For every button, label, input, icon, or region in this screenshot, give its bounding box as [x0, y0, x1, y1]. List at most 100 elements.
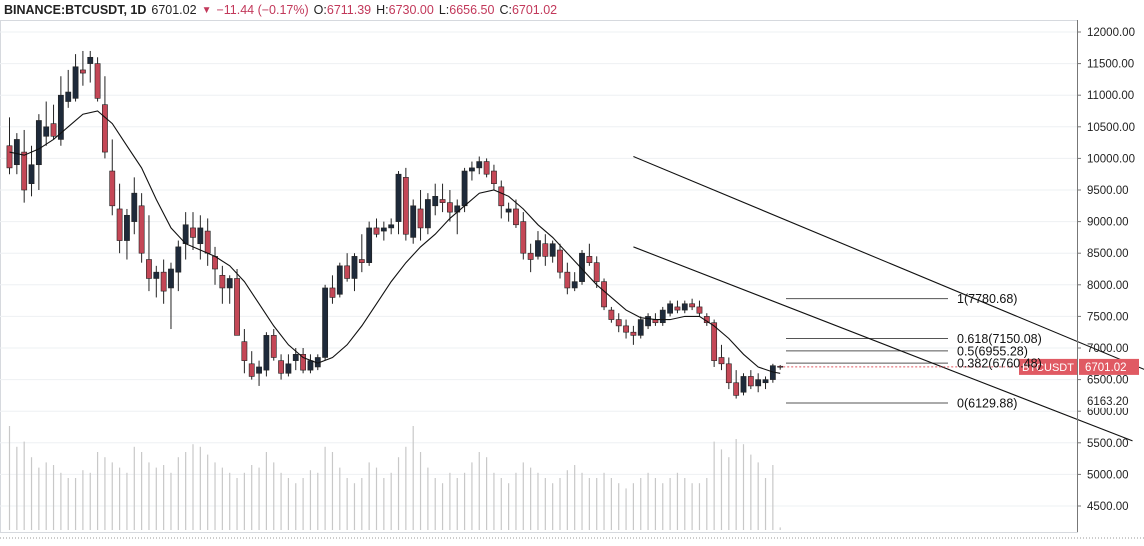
candle-down[interactable] — [601, 278, 607, 311]
candle-down[interactable] — [138, 193, 145, 263]
candle-up[interactable] — [579, 250, 585, 285]
candle-down[interactable] — [344, 253, 351, 282]
candle-up[interactable] — [43, 101, 50, 146]
candle-up[interactable] — [424, 193, 431, 235]
candle-up[interactable] — [755, 373, 762, 393]
candle-up[interactable] — [57, 76, 64, 146]
candle-down[interactable] — [358, 234, 365, 273]
candle-down[interactable] — [542, 234, 549, 266]
candle-down[interactable] — [373, 218, 380, 238]
candle-down[interactable] — [402, 167, 409, 241]
fibonacci-retracement[interactable] — [786, 298, 948, 404]
candle-down[interactable] — [615, 313, 622, 333]
candle-up[interactable] — [87, 50, 94, 83]
candle-up[interactable] — [307, 354, 314, 374]
candle-down[interactable] — [94, 57, 101, 102]
candle-down[interactable] — [116, 183, 123, 254]
candle-down[interactable] — [733, 370, 740, 399]
candle-up[interactable] — [28, 145, 35, 197]
candle-up[interactable] — [65, 69, 72, 108]
candle-down[interactable] — [696, 300, 703, 317]
candle-up[interactable] — [182, 212, 189, 260]
candle-down[interactable] — [623, 319, 629, 339]
candle-down[interactable] — [718, 344, 725, 371]
candle-up[interactable] — [168, 262, 174, 330]
candle-down[interactable] — [491, 164, 497, 190]
candle-down[interactable] — [608, 306, 615, 323]
candle-down[interactable] — [725, 357, 732, 390]
candle-up[interactable] — [535, 231, 541, 260]
candle-down[interactable] — [527, 243, 534, 273]
candle-up[interactable] — [197, 215, 204, 260]
candle-down[interactable] — [241, 329, 248, 374]
candle-down[interactable] — [329, 275, 336, 304]
candle-down[interactable] — [190, 212, 196, 251]
candle-down[interactable] — [513, 199, 519, 228]
candle-up[interactable] — [505, 202, 512, 222]
candle-down[interactable] — [146, 215, 152, 292]
candle-up[interactable] — [469, 161, 475, 181]
candle-down[interactable] — [557, 243, 563, 279]
candle-down[interactable] — [248, 351, 255, 380]
candle-down[interactable] — [204, 218, 211, 266]
candle-down[interactable] — [160, 259, 167, 304]
candle-up[interactable] — [549, 240, 556, 263]
candle-down[interactable] — [777, 365, 784, 370]
candle-up[interactable] — [637, 316, 644, 339]
current-price-tag[interactable] — [1079, 358, 1139, 375]
candle-up[interactable] — [366, 221, 373, 266]
candle-up[interactable] — [131, 177, 138, 235]
candle-down[interactable] — [212, 246, 218, 285]
candle-up[interactable] — [762, 376, 769, 390]
channel-lower-line[interactable] — [633, 246, 1133, 442]
candle-up[interactable] — [72, 54, 79, 102]
candle-up[interactable] — [571, 272, 578, 292]
candle-up[interactable] — [256, 360, 262, 386]
candle-up[interactable] — [351, 253, 358, 292]
descending-channel[interactable] — [633, 155, 1144, 442]
candle-down[interactable] — [439, 183, 446, 213]
candle-up[interactable] — [454, 199, 461, 235]
candle-down[interactable] — [630, 325, 637, 345]
candle-down[interactable] — [80, 50, 86, 86]
candle-down[interactable] — [50, 104, 57, 140]
candle-down[interactable] — [6, 117, 13, 175]
candle-down[interactable] — [219, 265, 226, 304]
candle-up[interactable] — [681, 300, 688, 314]
candle-up[interactable] — [153, 265, 160, 298]
candle-down[interactable] — [270, 329, 277, 361]
candle-up[interactable] — [432, 183, 439, 216]
candle-down[interactable] — [234, 269, 240, 336]
candle-down[interactable] — [674, 300, 681, 314]
price-axis[interactable]: 12000.00 11500.00 11000.00 10500.00 10000.00… — [783, 20, 1139, 532]
candle-down[interactable] — [689, 298, 696, 311]
candle-up[interactable] — [35, 114, 42, 190]
candle-up[interactable] — [380, 221, 387, 241]
candlesticks[interactable] — [6, 50, 784, 399]
candle-down[interactable] — [747, 370, 754, 390]
candle-up[interactable] — [285, 354, 292, 377]
candle-down[interactable] — [446, 190, 453, 222]
sma-line[interactable] — [9, 110, 781, 374]
candle-up[interactable] — [476, 156, 483, 175]
moving-average-line[interactable] — [9, 110, 781, 374]
candle-down[interactable] — [593, 256, 600, 288]
candle-up[interactable] — [263, 332, 270, 377]
channel-upper-line[interactable] — [633, 155, 1144, 386]
candle-down[interactable] — [483, 158, 490, 178]
candle-up[interactable] — [388, 218, 395, 235]
candle-down[interactable] — [520, 212, 527, 260]
candle-up[interactable] — [124, 208, 130, 260]
candle-down[interactable] — [300, 348, 306, 374]
candle-down[interactable] — [564, 262, 571, 295]
candle-down[interactable] — [498, 180, 505, 219]
candle-up[interactable] — [336, 262, 343, 298]
candle-down[interactable] — [109, 139, 116, 216]
candle-up[interactable] — [645, 313, 651, 330]
candle-down[interactable] — [417, 190, 424, 241]
candle-up[interactable] — [226, 275, 233, 304]
candle-down[interactable] — [586, 243, 593, 266]
candle-up[interactable] — [659, 306, 666, 326]
candle-up[interactable] — [740, 373, 747, 396]
